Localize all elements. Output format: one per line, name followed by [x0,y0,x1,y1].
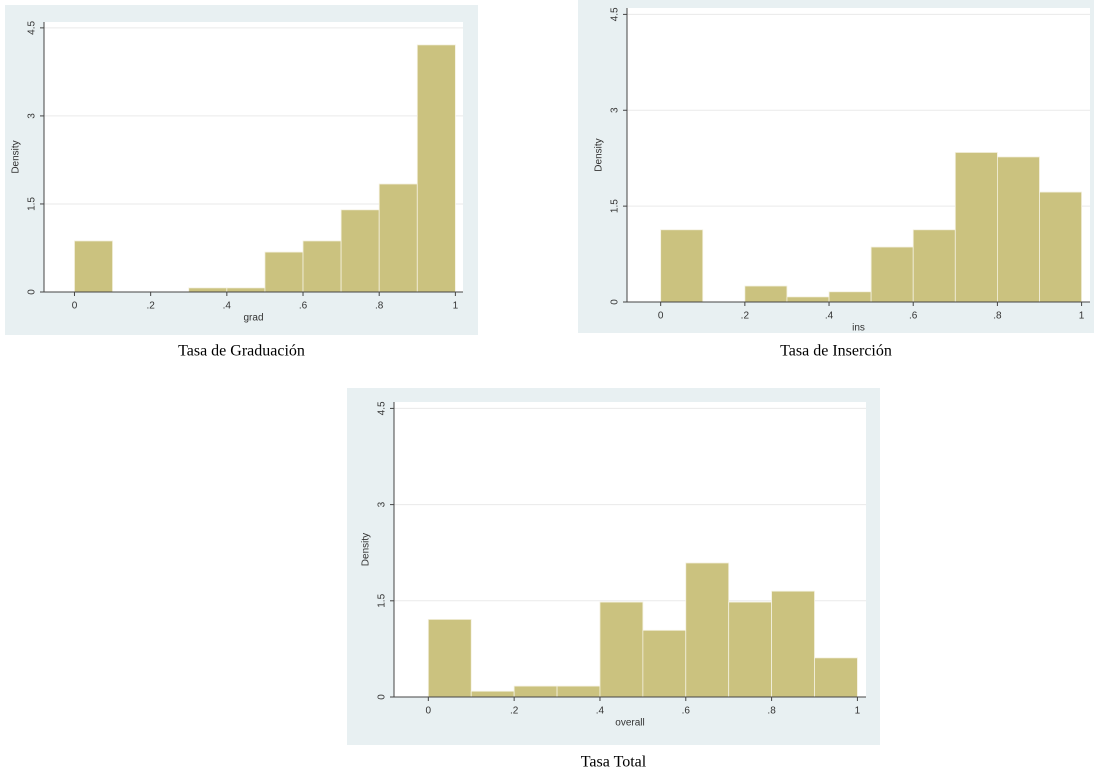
y-tick-label: 4.5 [377,401,388,415]
histogram-bar [378,183,418,293]
x-axis-label: ins [852,323,865,334]
x-tick-label: .6 [909,311,918,322]
histogram-bar [599,601,644,698]
y-tick-label: 4.5 [27,20,38,34]
y-tick-label: 4.5 [610,7,621,21]
histogram-bar [513,685,558,698]
histogram-bar [416,44,456,293]
histogram-bar [786,296,830,303]
y-tick-label: 1.5 [27,197,38,211]
histogram-bar [744,285,788,303]
x-tick-label: 0 [658,311,664,322]
caption: Tasa Total [581,754,647,771]
y-tick-label: 3 [377,501,388,507]
y-tick-label: 0 [27,289,38,295]
x-tick-label: 1 [855,706,861,717]
x-tick-label: .4 [223,301,232,312]
caption: Tasa de Inserción [780,343,892,360]
x-tick-label: .6 [299,301,308,312]
x-tick-label: .2 [146,301,155,312]
histogram-bar [340,209,380,293]
y-tick-label: 3 [610,107,621,113]
histogram-bar [188,287,228,293]
x-tick-label: .4 [596,706,605,717]
y-tick-label: 1.5 [377,593,388,607]
histogram-bar [226,287,266,293]
histogram-bar [771,590,815,698]
y-tick-label: 1.5 [610,199,621,213]
caption: Tasa de Graduación [178,343,305,360]
y-tick-label: 3 [27,113,38,119]
y-tick-label: 0 [377,694,388,700]
histogram-bar [470,690,515,698]
x-tick-label: .8 [767,706,776,717]
histogram-bar [828,291,872,303]
histogram-bar [870,246,914,303]
histogram-bar [302,240,342,293]
x-tick-label: 0 [72,301,78,312]
x-axis-label: grad [243,313,263,324]
x-tick-label: .2 [741,311,750,322]
histogram-bar [642,629,687,698]
x-tick-label: 1 [453,301,459,312]
histogram-bar [264,251,304,293]
histogram-bar [728,601,773,698]
histogram-bar [660,229,704,303]
x-tick-label: .6 [682,706,691,717]
histogram-bar [954,152,998,303]
y-axis-label: Density [594,138,605,171]
x-axis-label: overall [615,718,644,729]
y-tick-label: 0 [610,299,621,305]
y-axis-label: Density [11,140,22,173]
histogram-bar [427,619,472,698]
x-tick-label: .4 [825,311,834,322]
histogram-bar [74,240,113,293]
histogram-bar [685,562,730,698]
histogram-bar [556,685,601,698]
x-tick-label: 0 [426,706,432,717]
histogram-bar [1039,191,1082,303]
histogram-bar [814,657,858,698]
y-axis-label: Density [361,533,372,566]
histogram-bar [912,229,956,303]
x-tick-label: .8 [375,301,384,312]
histogram-bar [997,156,1040,303]
x-tick-label: .2 [510,706,519,717]
x-tick-label: .8 [993,311,1002,322]
x-tick-label: 1 [1079,311,1085,322]
